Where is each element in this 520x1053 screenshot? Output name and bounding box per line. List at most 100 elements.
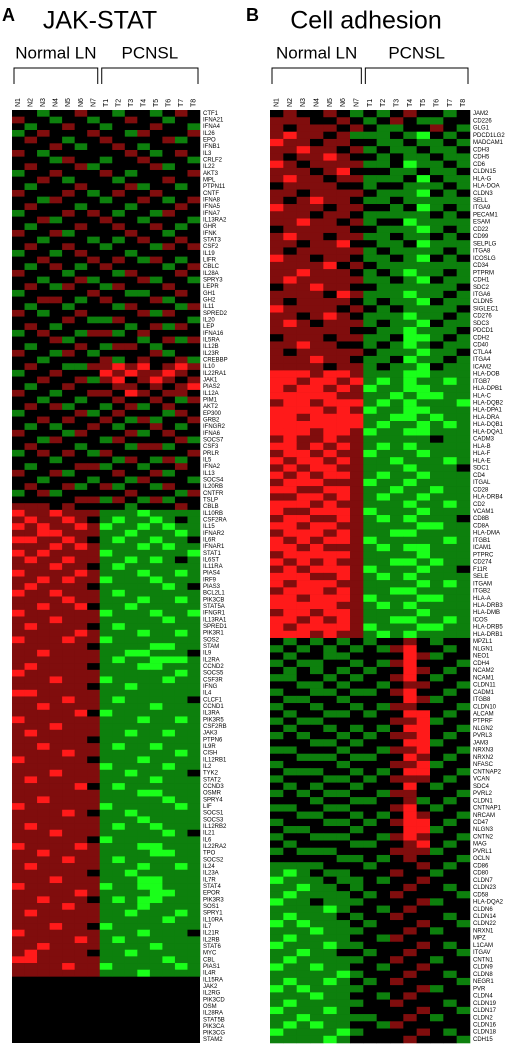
heatmap-cell — [270, 182, 284, 190]
heatmap-cell — [74, 903, 88, 911]
heatmap-cell — [99, 703, 113, 711]
heatmap-cell — [24, 416, 38, 424]
heatmap-cell — [99, 776, 113, 784]
row-label: IL3RA — [203, 711, 220, 717]
heatmap-cell — [270, 1021, 284, 1029]
heatmap-cell — [49, 203, 63, 211]
heatmap-cell — [99, 489, 113, 497]
heatmap-cell — [296, 283, 311, 292]
heatmap-cell — [74, 596, 88, 604]
heatmap-cell — [87, 176, 101, 184]
heatmap-cell — [283, 254, 297, 263]
heatmap-cell — [124, 443, 138, 451]
row-label: PIK3CG — [203, 1031, 225, 1037]
heatmap-cell — [376, 587, 391, 595]
heatmap-cell — [187, 436, 201, 444]
column-label: N4 — [314, 98, 321, 107]
heatmap-cell — [350, 927, 364, 935]
heatmap-cell — [403, 854, 417, 863]
heatmap-cell — [416, 847, 431, 856]
heatmap-cell — [49, 956, 63, 964]
heatmap-cell — [296, 189, 311, 198]
heatmap-cell — [62, 856, 75, 864]
heatmap-cell — [24, 303, 38, 311]
panel-title: Cell adhesion — [290, 7, 442, 35]
heatmap-cell — [363, 883, 377, 892]
heatmap-cell — [430, 580, 444, 588]
group-bracket — [364, 67, 469, 84]
heatmap-cell — [270, 934, 284, 943]
heatmap-cell — [149, 489, 163, 497]
heatmap-cell — [99, 929, 113, 937]
heatmap-cell — [112, 449, 126, 457]
heatmap-cell — [62, 729, 75, 737]
row-label: HLA-DRB1 — [473, 632, 503, 638]
heatmap-cell — [49, 736, 63, 744]
heatmap-cell — [283, 739, 297, 747]
heatmap-cell — [323, 377, 337, 386]
heatmap-cell — [37, 129, 50, 137]
heatmap-cell — [430, 710, 444, 718]
heatmap-cell — [112, 189, 126, 197]
heatmap-cell — [456, 992, 471, 1000]
heatmap-cell — [24, 583, 38, 591]
heatmap-cell — [270, 471, 284, 480]
heatmap-cell — [49, 469, 63, 477]
heatmap-cell — [174, 703, 188, 711]
heatmap-cell — [350, 623, 364, 632]
heatmap-cell — [363, 898, 377, 906]
row-label: IL12A — [203, 391, 219, 397]
heatmap-cell — [430, 182, 444, 190]
heatmap-cell — [37, 209, 50, 217]
heatmap-cell — [456, 753, 471, 762]
heatmap-cell — [296, 854, 311, 863]
heatmap-cell — [37, 196, 50, 204]
heatmap-cell — [49, 116, 63, 124]
heatmap-cell — [87, 283, 101, 291]
heatmap-cell — [187, 489, 201, 497]
heatmap-cell — [376, 189, 391, 198]
heatmap-cell — [37, 783, 50, 791]
heatmap-cell — [37, 789, 50, 797]
heatmap-cell — [137, 669, 151, 677]
heatmap-cell — [416, 355, 431, 364]
heatmap-cell — [430, 732, 444, 740]
heatmap-cell — [390, 1014, 404, 1022]
heatmap-cell — [87, 216, 101, 224]
heatmap-cell — [74, 796, 88, 804]
row-label: OSMR — [203, 791, 222, 797]
heatmap-cell — [350, 276, 364, 284]
heatmap-cell — [162, 363, 176, 371]
heatmap-cell — [363, 1006, 377, 1015]
heatmap-cell — [124, 296, 138, 304]
heatmap-cell — [296, 898, 311, 906]
heatmap-cell — [74, 529, 88, 537]
heatmap-cell — [296, 732, 311, 740]
heatmap-cell — [174, 616, 188, 624]
heatmap-cell — [443, 551, 457, 559]
heatmap-cell — [390, 204, 404, 212]
heatmap-cell — [12, 649, 25, 657]
heatmap-cell — [310, 659, 324, 668]
heatmap-cell — [403, 117, 417, 125]
heatmap-cell — [49, 409, 63, 417]
row-label: HLA-DRB4 — [473, 495, 503, 501]
heatmap-cell — [24, 676, 38, 684]
heatmap-cell — [162, 189, 176, 197]
heatmap-cell — [162, 703, 176, 711]
heatmap-cell — [416, 594, 431, 603]
heatmap-cell — [137, 829, 151, 837]
heatmap-cell — [416, 457, 431, 465]
heatmap-cell — [430, 110, 444, 118]
heatmap-cell — [363, 131, 377, 140]
heatmap-cell — [430, 232, 444, 241]
heatmap-cell — [323, 500, 337, 509]
heatmap-cell — [270, 854, 284, 863]
heatmap-cell — [456, 536, 471, 545]
heatmap-cell — [99, 409, 113, 417]
heatmap-cell — [49, 589, 63, 597]
heatmap-cell — [350, 399, 364, 407]
heatmap-cell — [12, 176, 25, 184]
heatmap-cell — [99, 876, 113, 884]
heatmap-cell — [336, 160, 351, 169]
